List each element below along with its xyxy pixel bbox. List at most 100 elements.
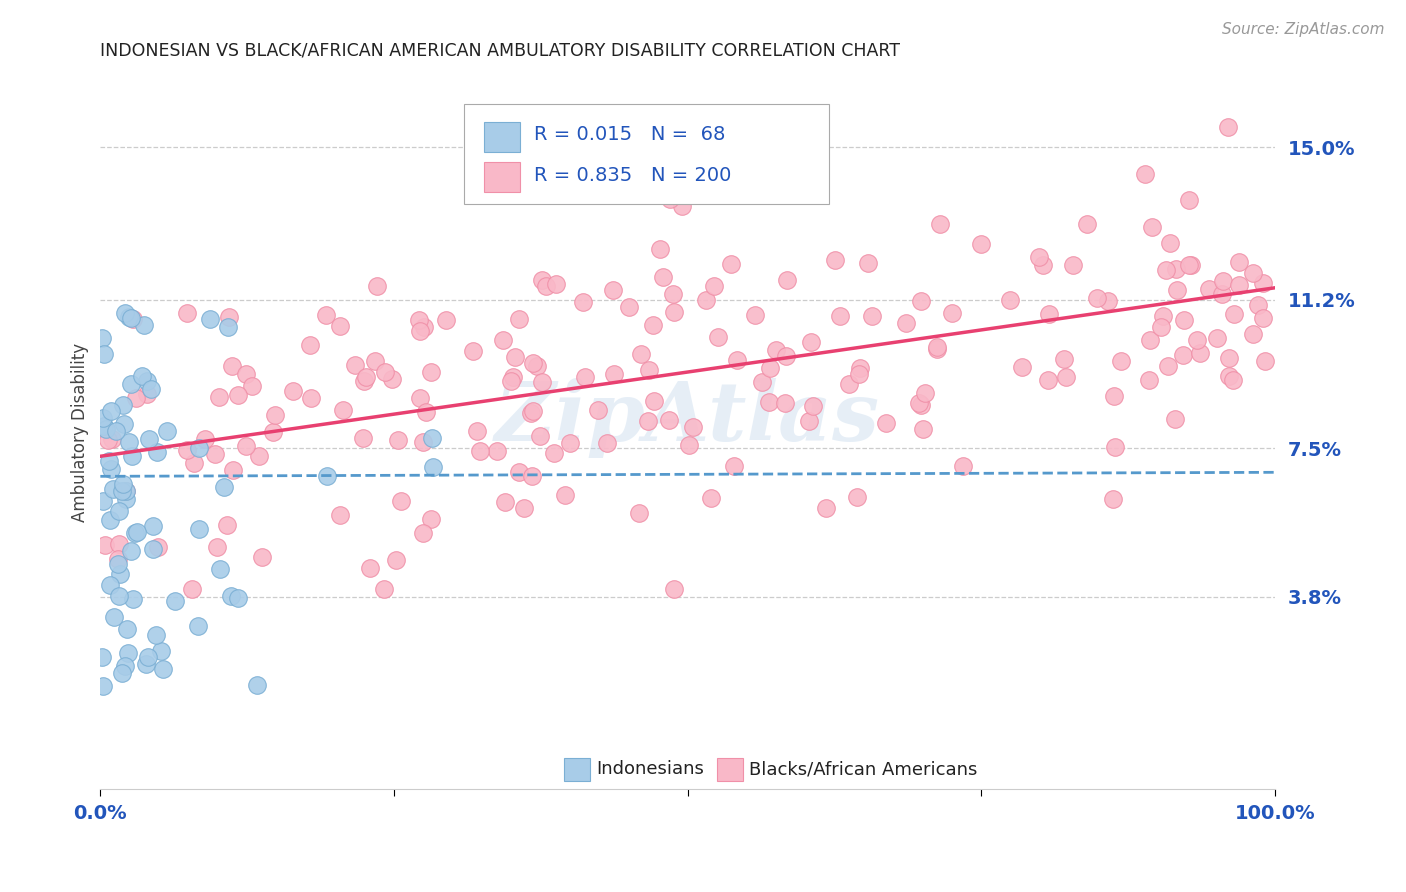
Point [434,313,457,327]
Point [409,324,432,338]
Point [659,192,682,206]
Point [720,257,742,271]
Point [1211,286,1233,301]
Point [187,441,209,455]
Point [558,435,581,450]
Point [662,286,685,301]
Point [117,646,139,660]
Point [108,537,131,551]
Point [1028,250,1050,264]
Point [775,350,797,364]
Point [530,375,553,389]
Point [1227,254,1250,268]
Point [420,431,443,445]
FancyBboxPatch shape [485,161,520,192]
Point [1101,492,1123,507]
Point [118,310,141,324]
Point [235,440,257,454]
Point [217,320,239,334]
Point [1171,348,1194,362]
FancyBboxPatch shape [564,758,591,780]
Point [534,278,557,293]
Point [111,476,134,491]
Point [135,386,157,401]
Point [1188,346,1211,360]
Point [707,330,730,344]
Point [925,342,948,356]
Point [776,273,799,287]
Point [896,316,918,330]
Point [187,619,209,633]
Point [586,402,609,417]
Point [373,582,395,596]
Point [1180,258,1202,272]
Point [359,561,381,575]
Point [815,500,838,515]
Y-axis label: Ambulatory Disability: Ambulatory Disability [72,343,89,522]
Point [491,333,513,347]
Point [107,551,129,566]
Point [952,458,974,473]
Point [97,434,120,448]
Point [134,318,156,332]
Point [389,494,412,508]
Point [93,418,115,433]
Point [353,374,375,388]
Point [543,446,565,460]
Point [529,429,551,443]
Point [1177,258,1199,272]
Point [90,650,112,665]
Point [1133,167,1156,181]
Point [235,367,257,381]
Point [1166,261,1188,276]
Point [617,301,640,315]
Point [205,541,228,555]
Point [124,526,146,541]
Point [149,643,172,657]
Point [682,420,704,434]
Point [188,522,211,536]
Text: ZipAtlas: ZipAtlas [495,378,880,458]
Point [1157,359,1180,373]
Point [1102,389,1125,403]
Point [136,374,159,388]
Point [522,404,544,418]
Point [108,567,131,582]
Point [627,506,650,520]
Point [703,279,725,293]
Point [90,331,112,345]
Point [352,431,374,445]
Point [366,279,388,293]
Point [465,425,488,439]
Point [875,416,897,430]
Point [176,306,198,320]
Point [1251,276,1274,290]
Text: Indonesians: Indonesians [596,760,704,778]
Point [364,354,387,368]
Point [799,414,821,428]
Point [94,538,117,552]
Point [461,343,484,358]
Point [1038,307,1060,321]
Point [1222,373,1244,387]
Point [494,495,516,509]
Point [910,293,932,308]
Point [643,318,665,333]
Point [803,399,825,413]
Point [111,483,134,498]
Point [643,394,665,409]
Point [343,359,366,373]
Point [651,270,673,285]
Point [468,444,491,458]
Point [758,395,780,409]
Point [1154,262,1177,277]
Point [1218,368,1240,383]
Point [925,339,948,353]
Point [526,359,548,373]
Point [1076,217,1098,231]
Point [91,410,114,425]
Point [970,237,993,252]
Point [114,483,136,498]
Point [221,359,243,373]
Point [1054,370,1077,384]
